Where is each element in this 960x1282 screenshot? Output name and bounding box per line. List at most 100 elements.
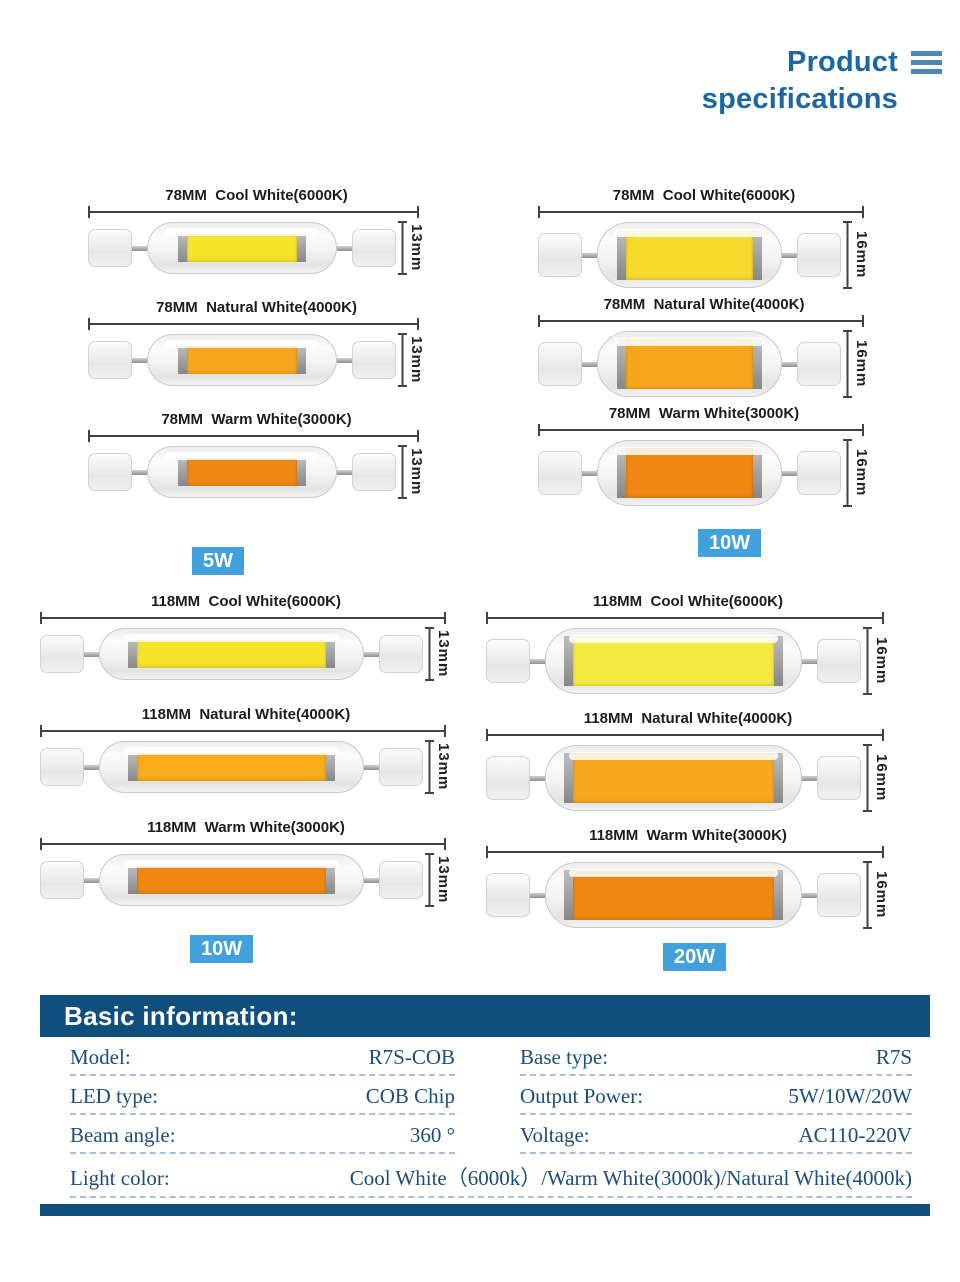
- ceramic-cap-left: [538, 451, 582, 495]
- lamp-label: 78MM Cool White(6000K): [165, 187, 348, 204]
- basic-info-table: Basic information: Model: R7S-COB LED ty…: [40, 995, 930, 1216]
- spec-row-led-type: LED type: COB Chip: [70, 1076, 455, 1115]
- bulb-image: [40, 628, 423, 680]
- ceramic-cap-left: [486, 639, 530, 683]
- lamp-label: 118MM Natural White(4000K): [141, 706, 351, 723]
- cob-led-strip: [626, 230, 753, 280]
- lamp-label: 78MM Natural White(4000K): [156, 299, 357, 316]
- group-78mm-10w: 78MM Cool White(6000K) 16: [538, 186, 870, 557]
- length-dimension-line: [538, 206, 864, 218]
- contact-pin-left: [530, 658, 545, 664]
- contact-pin-right: [782, 361, 797, 367]
- diameter-label: 16mm: [853, 449, 870, 497]
- ceramic-cap-left: [88, 453, 132, 491]
- glass-tube: [597, 331, 782, 397]
- group-78mm-5w: 78MM Cool White(6000K) 13: [88, 186, 425, 575]
- lamp-label: 118MM Warm White(3000K): [589, 827, 787, 844]
- led-end-tab-right: [326, 866, 336, 894]
- led-end-tab-left: [178, 234, 188, 262]
- spec-value: Cool White（6000k）/Warm White(3000k)/Natu…: [349, 1166, 912, 1190]
- lamp-figure: 118MM Natural White(4000K): [486, 709, 890, 812]
- lamp-figure: 78MM Natural White(4000K): [88, 298, 425, 387]
- ceramic-cap-right: [379, 748, 423, 786]
- ceramic-cap-right: [817, 873, 861, 917]
- ceramic-cap-right: [797, 233, 841, 277]
- basic-info-header: Basic information:: [40, 995, 930, 1037]
- ceramic-cap-left: [486, 873, 530, 917]
- glass-tube: [147, 446, 337, 498]
- cob-led-assembly: [546, 870, 801, 920]
- diameter-dimension: 16mm: [863, 627, 890, 695]
- ceramic-cap-right: [797, 342, 841, 386]
- led-end-tab-right: [326, 753, 336, 781]
- contact-pin-right: [337, 245, 352, 251]
- diameter-dimension: 13mm: [425, 627, 452, 681]
- led-end-tab-left: [127, 640, 137, 668]
- diameter-dimension-line: [863, 627, 872, 695]
- ceramic-cap-left: [538, 342, 582, 386]
- led-end-tab-left: [563, 870, 573, 920]
- cob-led-strip: [626, 448, 753, 498]
- diameter-dimension: 16mm: [863, 861, 890, 929]
- ceramic-cap-left: [486, 756, 530, 800]
- basic-info-title: Basic information:: [64, 1001, 298, 1031]
- contact-pin-left: [84, 764, 99, 770]
- contact-pin-left: [132, 357, 147, 363]
- lamp-label: 78MM Natural White(4000K): [603, 296, 805, 313]
- length-dimension-line: [40, 612, 446, 624]
- bulb-image: [40, 741, 423, 793]
- spec-value: 5W/10W/20W: [788, 1084, 912, 1108]
- diameter-dimension-line: [843, 221, 852, 289]
- glass-tube: [597, 440, 782, 506]
- lamp-label: 78MM Warm White(3000K): [608, 405, 800, 422]
- glass-tube: [99, 628, 364, 680]
- ceramic-cap-right: [817, 639, 861, 683]
- lamp-figure: 78MM Warm White(3000K) 13: [88, 410, 425, 499]
- cob-led-strip: [136, 753, 327, 781]
- spec-label: Voltage:: [520, 1123, 590, 1147]
- ceramic-cap-right: [817, 756, 861, 800]
- hamburger-menu-icon[interactable]: [911, 51, 942, 78]
- bulb-image: [538, 331, 841, 397]
- lamp-label: 118MM Cool White(6000K): [150, 593, 342, 610]
- spec-value: AC110-220V: [798, 1123, 912, 1147]
- led-end-tab-right: [296, 346, 306, 374]
- page-header: Product specifications: [702, 44, 942, 118]
- page-title: Product specifications: [702, 44, 898, 118]
- diameter-label: 13mm: [435, 856, 452, 904]
- led-end-tab-left: [617, 339, 627, 389]
- diameter-label: 13mm: [408, 448, 425, 496]
- bulb-image: [88, 222, 396, 274]
- length-dimension-line: [486, 729, 884, 741]
- wattage-badge-10w-bottom: 10W: [190, 935, 254, 963]
- contact-pin-right: [782, 470, 797, 476]
- contact-pin-left: [132, 469, 147, 475]
- spec-value: 360 °: [409, 1123, 455, 1147]
- spec-row-beam-angle: Beam angle: 360 °: [70, 1115, 455, 1154]
- contact-pin-right: [364, 764, 379, 770]
- diameter-dimension-line: [863, 861, 872, 929]
- group-118mm-20w: 118MM Cool White(6000K) 1: [486, 592, 890, 971]
- diameter-dimension-line: [425, 740, 434, 794]
- cob-led-assembly: [598, 230, 781, 280]
- lamp-figure: 78MM Natural White(4000K): [538, 295, 870, 398]
- contact-pin-right: [337, 469, 352, 475]
- bulb-image: [486, 628, 861, 694]
- glass-tube: [147, 334, 337, 386]
- contact-pin-right: [802, 775, 817, 781]
- glass-tube: [545, 745, 802, 811]
- diameter-dimension: 13mm: [398, 333, 425, 387]
- diameter-label: 16mm: [873, 637, 890, 685]
- contact-pin-right: [802, 658, 817, 664]
- wattage-badge-5w: 5W: [192, 547, 244, 575]
- led-end-tab-left: [563, 636, 573, 686]
- led-end-tab-right: [296, 234, 306, 262]
- lamp-label: 118MM Cool White(6000K): [592, 593, 784, 610]
- ceramic-cap-left: [40, 635, 84, 673]
- wattage-badge-10w-top: 10W: [698, 529, 762, 557]
- cob-led-assembly: [546, 753, 801, 803]
- ceramic-cap-right: [352, 341, 396, 379]
- contact-pin-left: [582, 252, 597, 258]
- contact-pin-right: [364, 651, 379, 657]
- cob-led-strip: [572, 870, 775, 920]
